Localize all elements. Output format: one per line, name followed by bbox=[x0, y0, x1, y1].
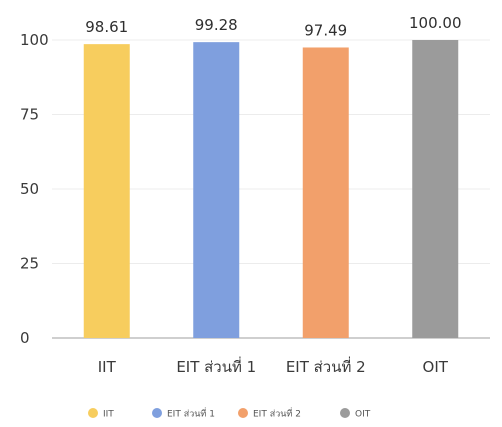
legend-marker bbox=[340, 408, 350, 418]
bar bbox=[412, 40, 459, 338]
x-tick-label: IIT bbox=[98, 358, 117, 376]
x-tick-label: EIT ส่วนที่ 1 bbox=[176, 356, 256, 376]
bar bbox=[193, 42, 240, 338]
data-label: 99.28 bbox=[195, 16, 238, 34]
legend-label: IIT bbox=[103, 410, 114, 420]
bar bbox=[83, 44, 130, 338]
data-label: 100.00 bbox=[409, 14, 462, 32]
y-tick-label: 25 bbox=[20, 255, 39, 273]
x-tick-label: OIT bbox=[423, 358, 449, 376]
y-tick-label: 50 bbox=[20, 180, 39, 198]
y-tick-label: 75 bbox=[20, 106, 39, 124]
legend-label: EIT ส่วนที่ 2 bbox=[253, 407, 301, 420]
legend-label: OIT bbox=[355, 410, 371, 420]
data-label: 97.49 bbox=[304, 21, 347, 39]
data-label: 98.61 bbox=[85, 18, 128, 36]
legend-marker bbox=[88, 408, 98, 418]
legend-marker bbox=[238, 408, 248, 418]
bar bbox=[302, 47, 349, 339]
x-tick-label: EIT ส่วนที่ 2 bbox=[286, 356, 366, 376]
y-tick-label: 0 bbox=[20, 329, 30, 347]
y-tick-label: 100 bbox=[20, 31, 49, 49]
legend-marker bbox=[152, 408, 162, 418]
legend-label: EIT ส่วนที่ 1 bbox=[167, 407, 215, 420]
